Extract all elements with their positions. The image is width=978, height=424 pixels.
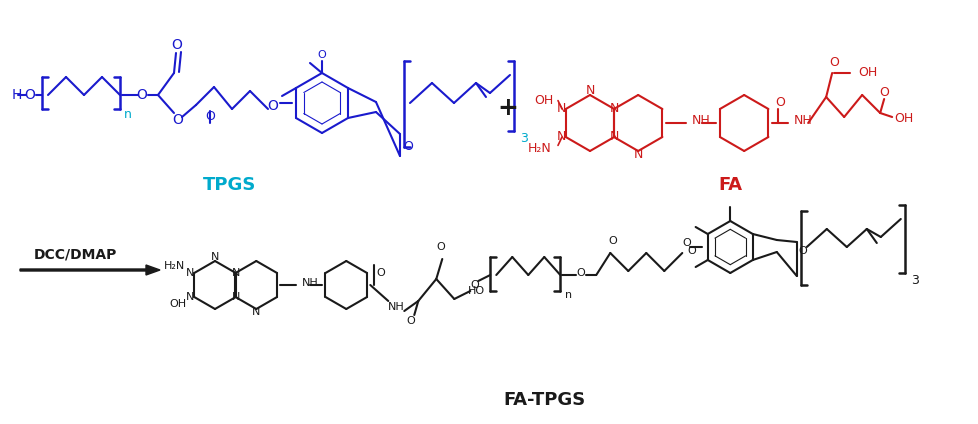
- Text: O: O: [317, 50, 326, 60]
- Text: N: N: [556, 103, 565, 115]
- Text: H: H: [12, 88, 22, 102]
- Text: O: O: [435, 242, 444, 252]
- Text: OH: OH: [170, 299, 187, 309]
- Text: O: O: [775, 97, 784, 109]
- Text: NH: NH: [691, 114, 710, 128]
- Text: N: N: [608, 131, 618, 143]
- Text: n: n: [124, 109, 132, 122]
- Text: DCC/DMAP: DCC/DMAP: [33, 248, 116, 262]
- Text: HO: HO: [467, 286, 485, 296]
- FancyArrow shape: [20, 265, 159, 275]
- Text: O: O: [24, 88, 35, 102]
- Text: FA-TPGS: FA-TPGS: [504, 391, 586, 409]
- Text: N: N: [231, 292, 240, 302]
- Text: O: O: [171, 38, 182, 52]
- Text: NH: NH: [793, 114, 812, 128]
- Text: H₂N: H₂N: [528, 142, 552, 155]
- Text: O: O: [687, 246, 695, 256]
- Text: N: N: [556, 131, 565, 143]
- Text: O: O: [798, 246, 806, 256]
- Text: O: O: [878, 86, 888, 100]
- Text: O: O: [682, 238, 689, 248]
- Text: O: O: [172, 113, 183, 127]
- Text: O: O: [376, 268, 384, 278]
- Text: O: O: [136, 88, 148, 102]
- Text: OH: OH: [893, 112, 912, 126]
- Text: N: N: [633, 148, 643, 162]
- Text: OH: OH: [858, 67, 876, 80]
- Text: N: N: [585, 84, 594, 98]
- Text: N: N: [186, 292, 195, 302]
- Text: TPGS: TPGS: [203, 176, 256, 194]
- Text: N: N: [231, 268, 240, 278]
- Text: N: N: [210, 252, 219, 262]
- Text: FA: FA: [717, 176, 741, 194]
- Text: O: O: [204, 111, 215, 123]
- Text: NH: NH: [302, 278, 319, 288]
- Text: H₂N: H₂N: [163, 261, 185, 271]
- Text: OH: OH: [534, 94, 554, 107]
- Text: O: O: [406, 316, 415, 326]
- Text: O: O: [607, 236, 616, 246]
- Text: +: +: [497, 96, 518, 120]
- Text: NH: NH: [387, 302, 404, 312]
- Text: N: N: [186, 268, 195, 278]
- Text: O: O: [403, 139, 413, 153]
- Text: N: N: [251, 307, 260, 317]
- Text: O: O: [575, 268, 584, 278]
- Text: n: n: [564, 290, 571, 300]
- Text: 3: 3: [910, 274, 917, 287]
- Text: O: O: [828, 56, 838, 69]
- Text: 3: 3: [519, 132, 527, 145]
- Text: O: O: [267, 99, 278, 113]
- Text: O: O: [469, 280, 478, 290]
- Text: N: N: [608, 103, 618, 115]
